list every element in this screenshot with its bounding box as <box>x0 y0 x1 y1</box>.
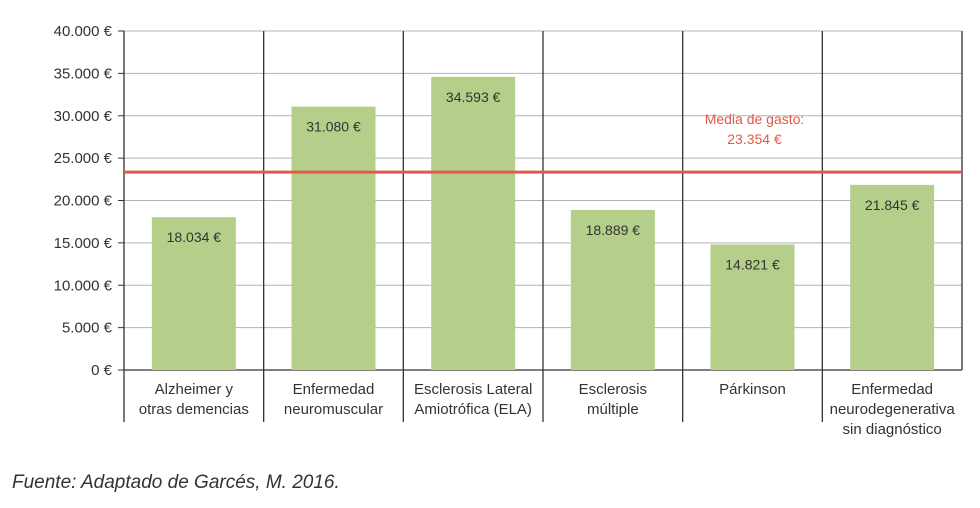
category-label-line: sin diagnóstico <box>843 421 942 438</box>
bar <box>431 76 516 370</box>
bar-value-label: 18.889 € <box>586 222 641 238</box>
category-label-line: Enfermedad <box>293 381 375 398</box>
bar <box>570 209 655 370</box>
category-label-line: neuromuscular <box>284 401 383 418</box>
category-label-line: Esclerosis <box>579 381 647 398</box>
y-tick-label: 15.000 € <box>54 235 113 252</box>
category-label-line: Párkinson <box>719 381 786 398</box>
bar-value-label: 18.034 € <box>167 229 222 245</box>
category-label-line: Enfermedad <box>851 381 933 398</box>
mean-label-line: Media de gasto: <box>705 111 805 127</box>
bar <box>151 217 236 370</box>
category-label: Párkinson <box>719 381 786 398</box>
y-tick-label: 25.000 € <box>54 150 113 167</box>
category-label-line: Amiotrófica (ELA) <box>414 401 532 418</box>
source-note: Fuente: Adaptado de Garcés, M. 2016. <box>12 472 340 493</box>
y-tick-label: 5.000 € <box>62 320 113 337</box>
bar-value-label: 21.845 € <box>865 197 920 213</box>
category-label: Enfermedad neurodegenerativa sin diagnósti… <box>830 381 956 438</box>
category-label: Enfermedad neuromuscular <box>284 381 383 418</box>
bar <box>710 244 795 370</box>
category-label: Esclerosis Lateral Amiotrófica (ELA) <box>414 381 532 418</box>
category-label-line: múltiple <box>587 401 639 418</box>
bar <box>850 184 935 370</box>
bar-value-label: 31.080 € <box>306 119 361 135</box>
y-tick-label: 40.000 € <box>54 23 113 40</box>
category-label-line: neurodegenerativa <box>830 401 956 418</box>
category-label-line: Alzheimer y <box>155 381 234 398</box>
category-label: Alzheimer y otras demencias <box>139 381 249 418</box>
y-tick-label: 0 € <box>91 362 113 379</box>
mean-label: Media de gasto: 23.354 € <box>705 111 805 147</box>
bar-value-label: 34.593 € <box>446 89 501 105</box>
y-tick-label: 35.000 € <box>54 65 113 82</box>
mean-label-line: 23.354 € <box>727 131 782 147</box>
y-tick-label: 10.000 € <box>54 277 113 294</box>
category-label: Esclerosis múltiple <box>579 381 647 418</box>
bar-chart: 0 € 5.000 € 10.000 € 15.000 € 20.000 € 25.000… <box>54 23 963 438</box>
bar-value-label: 14.821 € <box>725 256 780 272</box>
y-tick-label: 20.000 € <box>54 193 113 210</box>
category-label-line: otras demencias <box>139 401 249 418</box>
bar <box>291 106 376 371</box>
y-tick-label: 30.000 € <box>54 108 113 125</box>
category-label-line: Esclerosis Lateral <box>414 381 532 398</box>
